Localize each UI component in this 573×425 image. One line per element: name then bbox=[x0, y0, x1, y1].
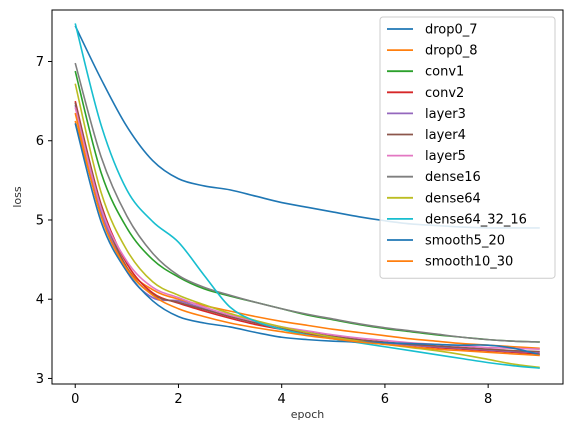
legend-entry-label: conv1 bbox=[425, 65, 464, 80]
legend-entry-label: drop0_8 bbox=[425, 44, 478, 59]
series-line-dense16 bbox=[74, 62, 540, 343]
x-tick-label: 4 bbox=[278, 392, 286, 407]
series-lines bbox=[74, 23, 540, 369]
legend-entry-label: conv2 bbox=[425, 86, 464, 101]
x-tick-label: 8 bbox=[484, 392, 492, 407]
y-axis-ticks: 3 4 5 6 7 bbox=[36, 55, 52, 387]
series-line-dense64_32_16 bbox=[74, 23, 540, 369]
legend-entry-label: dense64_32_16 bbox=[425, 212, 527, 227]
y-tick-label: 5 bbox=[36, 213, 44, 228]
legend-entry-label: layer3 bbox=[425, 107, 466, 122]
legend-box bbox=[379, 16, 556, 279]
y-tick-label: 4 bbox=[36, 293, 44, 308]
x-axis-label: epoch bbox=[291, 408, 325, 421]
legend-entry-label: smooth10_30 bbox=[425, 255, 513, 270]
legend-entry-label: layer4 bbox=[425, 128, 466, 143]
legend-entry-label: layer5 bbox=[425, 149, 466, 164]
legend-entry-label: dense16 bbox=[425, 170, 481, 185]
x-tick-label: 0 bbox=[71, 392, 79, 407]
series-line-drop0_8 bbox=[74, 120, 540, 350]
legend-entry-label: smooth5_20 bbox=[425, 234, 505, 249]
x-tick-label: 2 bbox=[174, 392, 182, 407]
legend: drop0_7 drop0_8 conv1 conv2 layer3 layer4 laye… bbox=[379, 16, 556, 279]
x-axis-ticks: 0 2 4 6 8 bbox=[71, 384, 492, 407]
legend-entry-label: drop0_7 bbox=[425, 23, 478, 38]
plot-frame bbox=[51, 9, 564, 385]
y-tick-label: 3 bbox=[36, 372, 44, 387]
x-tick-label: 6 bbox=[381, 392, 389, 407]
legend-entry-label: dense64 bbox=[425, 191, 481, 206]
y-tick-label: 6 bbox=[36, 134, 44, 149]
y-tick-label: 7 bbox=[36, 55, 44, 70]
series-line-smooth5_20 bbox=[74, 123, 540, 356]
y-axis-label: loss bbox=[11, 186, 24, 208]
series-line-smooth10_30 bbox=[74, 112, 540, 357]
series-line-dense64 bbox=[74, 83, 540, 369]
